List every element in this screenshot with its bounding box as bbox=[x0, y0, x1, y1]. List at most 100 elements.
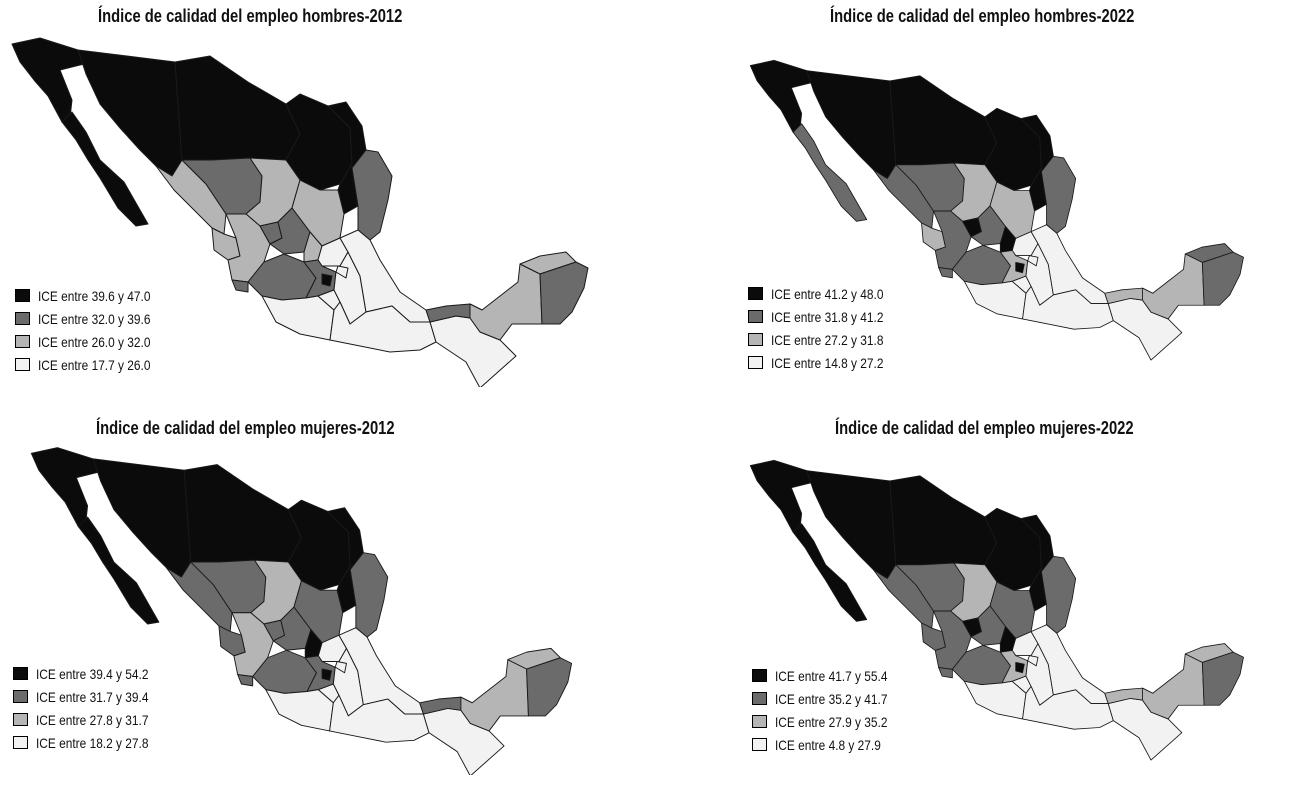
state-qroo bbox=[526, 657, 573, 717]
legend-swatch-2 bbox=[752, 692, 767, 705]
legend-item: ICE entre 35.2 y 41.7 bbox=[752, 687, 907, 710]
state-gto bbox=[970, 205, 1006, 246]
state-oax bbox=[329, 694, 430, 743]
map-legend: ICE entre 41.2 y 48.0 ICE entre 31.8 y 4… bbox=[748, 282, 903, 374]
legend-swatch-1 bbox=[748, 287, 763, 300]
state-bcs bbox=[77, 516, 160, 625]
state-yuc bbox=[519, 251, 577, 275]
state-sin bbox=[155, 159, 227, 235]
legend-item: ICE entre 18.2 y 27.8 bbox=[13, 731, 168, 754]
legend-swatch-3 bbox=[13, 713, 28, 726]
state-tamps bbox=[349, 552, 389, 638]
map-panel-mujeres-2022: Índice de calidad del empleo mujeres-202… bbox=[740, 412, 1294, 799]
legend-item: ICE entre 4.8 y 27.9 bbox=[752, 733, 907, 756]
state-sin bbox=[165, 561, 233, 632]
state-bc bbox=[749, 459, 813, 533]
legend-swatch-3 bbox=[748, 333, 763, 346]
state-qroo bbox=[1201, 251, 1244, 306]
legend-item: ICE entre 32.0 y 39.6 bbox=[15, 307, 170, 330]
legend-swatch-3 bbox=[752, 715, 767, 728]
state-col bbox=[237, 674, 254, 687]
state-oax bbox=[1022, 285, 1114, 330]
map-legend: ICE entre 41.7 y 55.4 ICE entre 35.2 y 4… bbox=[752, 664, 907, 756]
legend-item: ICE entre 17.7 y 26.0 bbox=[15, 353, 170, 376]
map-legend: ICE entre 39.4 y 54.2 ICE entre 31.7 y 3… bbox=[13, 662, 168, 754]
legend-label: ICE entre 14.8 y 27.2 bbox=[771, 354, 884, 371]
state-camp bbox=[469, 263, 543, 341]
map-panel-hombres-2022: Índice de calidad del empleo hombres-202… bbox=[740, 0, 1294, 387]
mexico-map bbox=[11, 37, 589, 387]
state-gro bbox=[265, 689, 334, 732]
legend-item: ICE entre 27.2 y 31.8 bbox=[748, 328, 903, 351]
legend-label: ICE entre 41.7 y 55.4 bbox=[775, 667, 888, 684]
state-cdmx bbox=[1015, 662, 1025, 674]
state-cdmx bbox=[321, 668, 332, 681]
state-tlax bbox=[335, 265, 349, 279]
map-title: Índice de calidad del empleo mujeres-201… bbox=[96, 418, 395, 438]
legend-item: ICE entre 41.2 y 48.0 bbox=[748, 282, 903, 305]
state-col bbox=[938, 267, 953, 279]
state-bcs bbox=[792, 523, 868, 622]
state-yuc bbox=[1184, 643, 1234, 663]
state-chih bbox=[889, 75, 998, 166]
legend-swatch-4 bbox=[13, 736, 28, 749]
state-nl bbox=[327, 507, 364, 614]
state-col bbox=[231, 279, 249, 293]
state-gro bbox=[963, 680, 1027, 720]
legend-item: ICE entre 27.8 y 31.7 bbox=[13, 708, 168, 731]
state-tamps bbox=[1040, 155, 1077, 234]
legend-label: ICE entre 39.6 y 47.0 bbox=[38, 287, 151, 304]
legend-swatch-1 bbox=[13, 667, 28, 680]
state-gro bbox=[963, 280, 1027, 320]
state-nl bbox=[1020, 514, 1054, 612]
map-title: Índice de calidad del empleo hombres-201… bbox=[98, 6, 403, 26]
legend-item: ICE entre 39.6 y 47.0 bbox=[15, 284, 170, 307]
state-camp bbox=[460, 659, 529, 732]
legend-label: ICE entre 26.0 y 32.0 bbox=[38, 333, 151, 350]
state-gto bbox=[269, 207, 311, 255]
state-sin bbox=[873, 564, 934, 629]
legend-item: ICE entre 14.8 y 27.2 bbox=[748, 351, 903, 374]
map-title: Índice de calidad del empleo hombres-202… bbox=[830, 6, 1135, 26]
state-bc bbox=[749, 59, 813, 133]
legend-label: ICE entre 4.8 y 27.9 bbox=[775, 736, 881, 753]
legend-item: ICE entre 41.7 y 55.4 bbox=[752, 664, 907, 687]
state-cdmx bbox=[1015, 262, 1025, 274]
state-bcs bbox=[61, 111, 149, 227]
legend-swatch-1 bbox=[752, 669, 767, 682]
legend-label: ICE entre 35.2 y 41.7 bbox=[775, 690, 888, 707]
state-yuc bbox=[1184, 243, 1234, 263]
state-bc bbox=[30, 447, 100, 527]
legend-label: ICE entre 31.7 y 39.4 bbox=[36, 688, 149, 705]
state-oax bbox=[329, 301, 437, 353]
legend-swatch-4 bbox=[752, 738, 767, 751]
state-oax bbox=[1022, 685, 1114, 730]
state-nl bbox=[327, 101, 367, 215]
legend-swatch-4 bbox=[748, 356, 763, 369]
legend-item: ICE entre 31.7 y 39.4 bbox=[13, 685, 168, 708]
legend-item: ICE entre 39.4 y 54.2 bbox=[13, 662, 168, 685]
legend-swatch-2 bbox=[13, 690, 28, 703]
legend-swatch-4 bbox=[15, 358, 30, 371]
map-legend: ICE entre 39.6 y 47.0 ICE entre 32.0 y 3… bbox=[15, 284, 170, 376]
legend-item: ICE entre 31.8 y 41.2 bbox=[748, 305, 903, 328]
mexico-map bbox=[749, 59, 1244, 361]
legend-label: ICE entre 27.2 y 31.8 bbox=[771, 331, 884, 348]
legend-item: ICE entre 26.0 y 32.0 bbox=[15, 330, 170, 353]
state-bc bbox=[11, 37, 85, 123]
state-sin bbox=[873, 164, 934, 229]
state-tlax bbox=[334, 661, 347, 674]
state-chih bbox=[183, 464, 302, 563]
mexico-map bbox=[30, 447, 573, 775]
state-chih bbox=[174, 55, 301, 161]
state-tlax bbox=[1027, 655, 1039, 667]
state-qroo bbox=[539, 261, 589, 325]
state-camp bbox=[1142, 253, 1205, 320]
state-gro bbox=[261, 295, 335, 341]
state-gto bbox=[272, 606, 312, 651]
legend-label: ICE entre 27.8 y 31.7 bbox=[36, 711, 149, 728]
legend-label: ICE entre 17.7 y 26.0 bbox=[38, 356, 151, 373]
map-title: Índice de calidad del empleo mujeres-202… bbox=[835, 418, 1134, 438]
state-camp bbox=[1142, 653, 1205, 720]
mexico-map bbox=[749, 459, 1244, 761]
